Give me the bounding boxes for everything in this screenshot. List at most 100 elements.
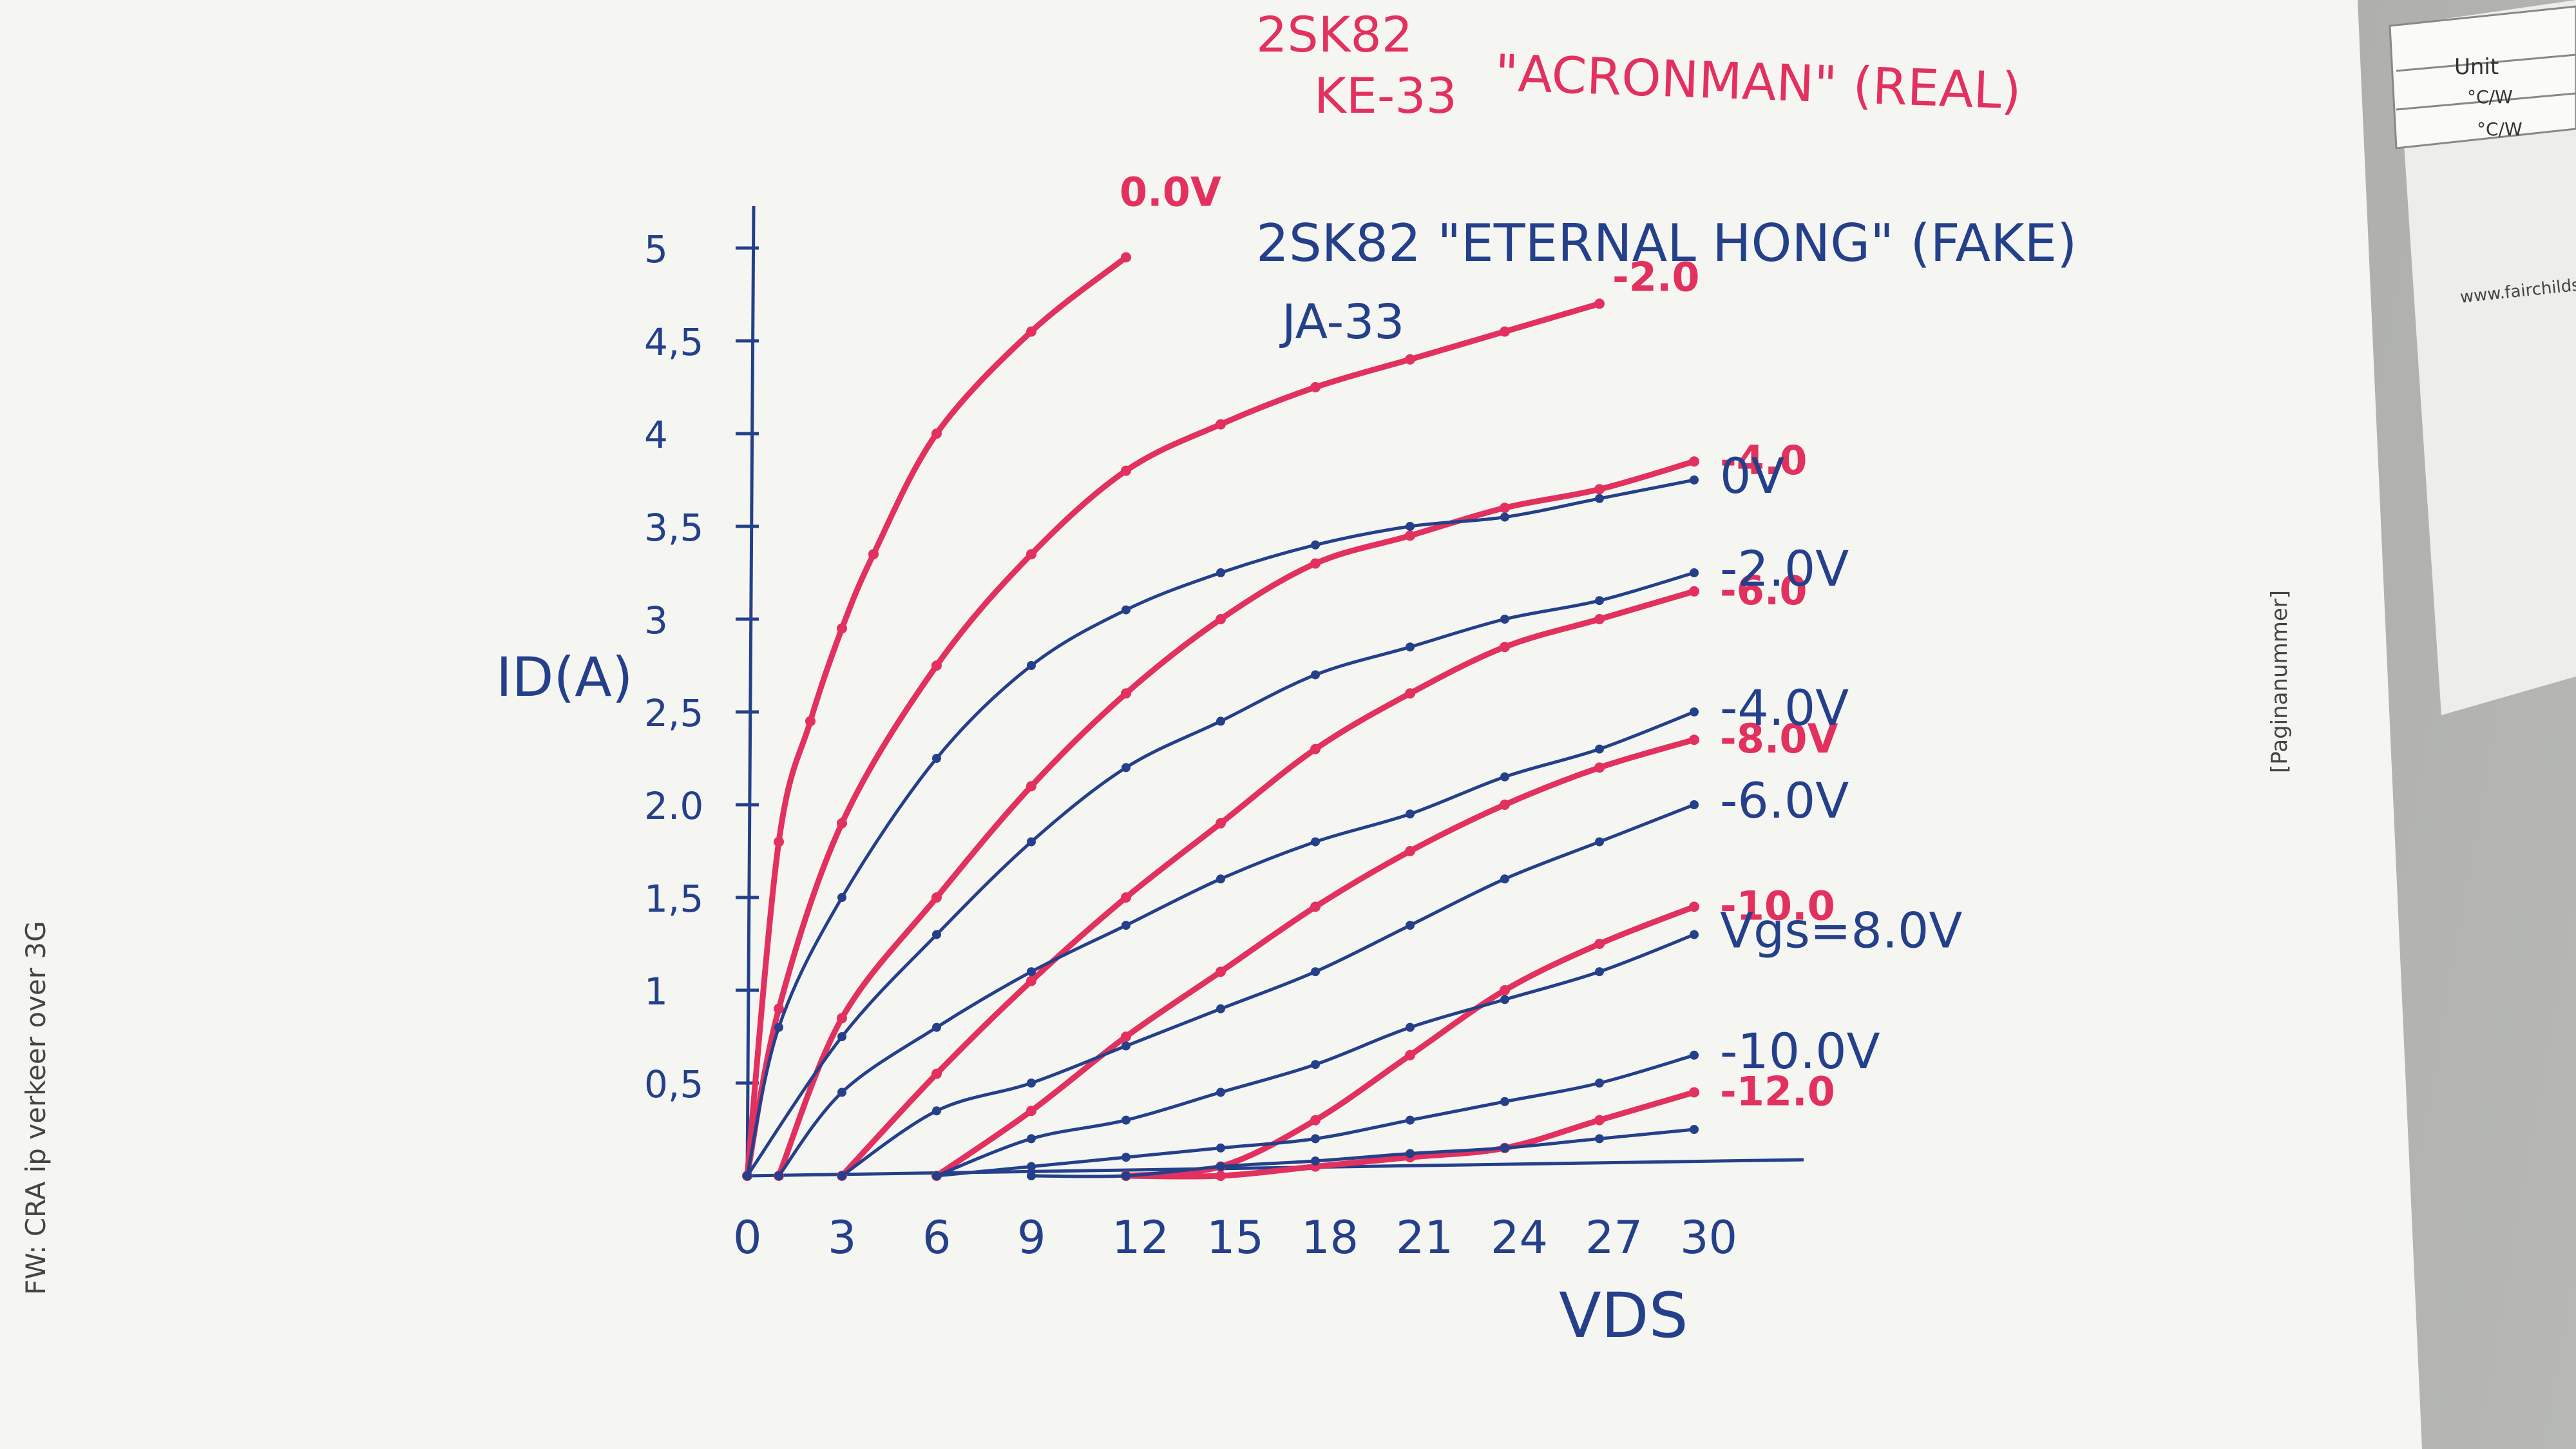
data-point — [1310, 744, 1321, 754]
axes — [745, 206, 1804, 1178]
data-point — [743, 1171, 752, 1180]
data-point — [1026, 1106, 1036, 1117]
data-point — [1311, 1134, 1320, 1144]
series-line — [744, 254, 1129, 1179]
data-point — [1121, 1115, 1131, 1125]
data-point — [1595, 744, 1604, 754]
x-tick-label: 21 — [1396, 1211, 1453, 1264]
data-point — [1216, 874, 1225, 884]
data-point — [1594, 614, 1605, 624]
data-point — [1027, 967, 1036, 977]
data-point — [1121, 1041, 1131, 1051]
data-point — [1026, 975, 1036, 986]
data-point — [837, 818, 847, 829]
data-point — [1405, 354, 1415, 365]
data-point — [837, 893, 846, 902]
data-point — [1311, 837, 1320, 847]
data-point — [931, 892, 942, 903]
data-point — [1027, 1134, 1036, 1144]
title-real-code: KE-33 — [1314, 67, 1457, 124]
data-point — [1500, 326, 1510, 337]
series-real-1 — [742, 298, 1605, 1181]
series-end-label: -10.0V — [1720, 1022, 1880, 1080]
data-point — [1121, 1153, 1131, 1162]
series-end-label: -2.0V — [1720, 540, 1849, 597]
title-fake-code: JA-33 — [1279, 294, 1404, 350]
x-axis-label: VDS — [1559, 1280, 1688, 1352]
data-point — [1026, 781, 1036, 792]
data-point — [1595, 596, 1604, 606]
data-point — [1689, 456, 1699, 467]
x-tick-label: 6 — [922, 1211, 951, 1264]
data-point — [1595, 1134, 1604, 1144]
data-point — [1690, 800, 1699, 809]
y-tick-label: 4,5 — [644, 320, 703, 364]
data-point — [1500, 512, 1509, 522]
data-point — [1311, 1060, 1320, 1070]
series-end-label: -12.0 — [1720, 1068, 1835, 1115]
data-point — [1500, 772, 1509, 782]
series-line — [840, 803, 1696, 1178]
right-margin-text: [Paginanummer] — [2267, 590, 2293, 773]
y-tick-label: 3 — [644, 599, 668, 642]
data-point — [1216, 1171, 1226, 1181]
data-point — [1121, 1032, 1131, 1042]
data-point — [1310, 558, 1321, 569]
data-point — [774, 836, 784, 847]
x-tick-label: 24 — [1491, 1211, 1548, 1264]
series-fake-9 — [774, 707, 1699, 1180]
data-point — [1594, 939, 1605, 949]
datasheet-cell-1: °C/W — [2467, 86, 2513, 108]
x-tick-label: 30 — [1680, 1211, 1737, 1264]
x-axis-line — [747, 1158, 1804, 1178]
data-point — [1500, 874, 1509, 884]
x-tick-label: 27 — [1585, 1211, 1643, 1264]
data-point — [1216, 1004, 1225, 1013]
data-point — [1500, 995, 1509, 1004]
series-labels: 0.0V -2.0 -4.0 -6.0 -8.0V -10.0 -12.0 0V -2.0V -4… — [1120, 168, 1962, 1115]
data-point — [932, 930, 941, 939]
data-point — [1595, 837, 1604, 847]
data-point — [1500, 985, 1510, 995]
series-fake-11 — [932, 930, 1699, 1180]
data-point — [1500, 503, 1510, 513]
y-tick-label: 2.0 — [644, 784, 703, 828]
data-point — [932, 1022, 941, 1032]
data-point — [1121, 605, 1131, 615]
data-point — [1690, 1125, 1699, 1134]
data-point — [1500, 800, 1510, 810]
y-tick-label: 1 — [644, 970, 668, 1013]
series-end-label: 0.0V — [1120, 168, 1221, 215]
series-end-label: -6.0 — [1720, 567, 1808, 614]
series-end-label: -4.0V — [1720, 679, 1849, 736]
series-real-2 — [774, 456, 1699, 1181]
series-real-0 — [742, 252, 1131, 1181]
data-point — [1216, 966, 1226, 977]
series-fake-12 — [932, 1050, 1699, 1180]
datasheet-table — [2389, 5, 2576, 149]
data-point — [1216, 1162, 1225, 1171]
data-point — [868, 549, 879, 560]
series-line — [744, 300, 1603, 1179]
data-point — [1121, 465, 1131, 476]
data-point — [1216, 419, 1226, 430]
data-point — [1406, 921, 1415, 930]
y-tick-label: 0,5 — [644, 1062, 703, 1106]
data-point — [1500, 1097, 1509, 1106]
y-tick-label: 2,5 — [644, 691, 703, 735]
data-point — [1594, 762, 1605, 773]
y-axis-line — [745, 206, 756, 1176]
data-point — [1310, 382, 1321, 392]
data-point — [1690, 930, 1699, 939]
series-end-label: -6.0V — [1720, 772, 1849, 829]
series-line — [839, 588, 1697, 1179]
data-point — [1311, 540, 1320, 550]
data-point — [1594, 298, 1605, 309]
series-layer — [742, 252, 1699, 1181]
y-tick-label: 4 — [644, 413, 668, 457]
data-point — [932, 754, 941, 763]
data-point — [1216, 614, 1226, 624]
x-tick-label: 9 — [1017, 1211, 1046, 1264]
data-point — [1027, 661, 1036, 670]
